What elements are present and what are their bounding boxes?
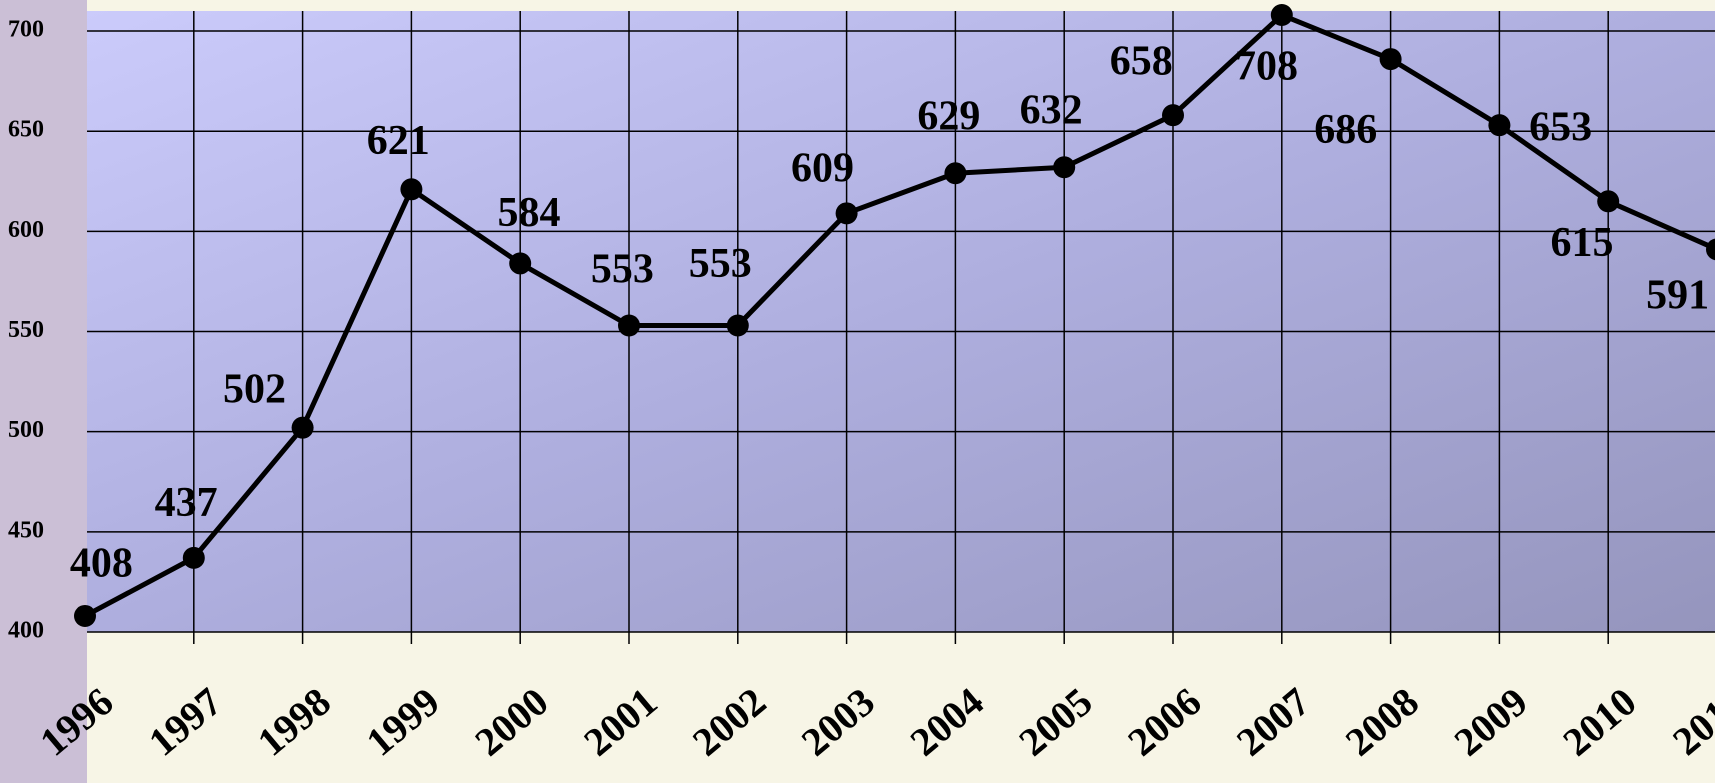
data-label: 584: [497, 190, 560, 236]
y-tick-label: 400: [8, 618, 44, 644]
x-tick-label: 2008: [1337, 679, 1427, 765]
point: [1597, 190, 1620, 213]
point: [509, 252, 532, 275]
data-label: 686: [1314, 107, 1377, 153]
x-tick-label: 2011: [1664, 679, 1715, 763]
x-tick-label: 1998: [249, 679, 339, 765]
line: [83, 12, 1715, 619]
point: [835, 202, 858, 225]
data-label: 553: [689, 241, 752, 287]
point: [1053, 156, 1076, 179]
y-tick-label: 550: [8, 317, 44, 343]
x-tick-label: 2009: [1446, 679, 1536, 765]
point: [400, 178, 423, 201]
x-tick-label: 1997: [140, 679, 230, 765]
x-tick-label: 2010: [1554, 679, 1644, 765]
data-label: 408: [70, 540, 133, 586]
x-tick-label: 2007: [1228, 679, 1318, 765]
point: [1162, 104, 1184, 127]
x-tick-label: 2004: [902, 679, 992, 765]
x-tick-label: 2000: [466, 679, 556, 765]
data-label: 653: [1529, 104, 1592, 150]
x-tick-label: 2005: [1010, 679, 1100, 765]
data-label: 621: [367, 118, 430, 164]
point: [618, 314, 640, 337]
x-tick-label: 2001: [575, 679, 665, 765]
y-tick-label: 500: [8, 417, 44, 443]
point: [726, 314, 749, 337]
plot-area: [87, 11, 1715, 632]
point: [1706, 238, 1715, 261]
data-label: 658: [1110, 38, 1173, 84]
point: [74, 604, 96, 627]
data-label: 632: [1020, 87, 1083, 133]
x-tick-label: 2006: [1119, 679, 1209, 765]
data-label: 609: [791, 145, 854, 191]
x-tick-label: 1999: [358, 679, 448, 765]
point: [944, 162, 967, 185]
data-label: 591: [1646, 272, 1709, 318]
data-label: 502: [223, 366, 286, 412]
x-tick-label: 2003: [793, 679, 883, 765]
data-label: 553: [591, 247, 654, 293]
x-tick-label: 2002: [684, 679, 774, 765]
point: [291, 416, 314, 439]
point: [1270, 4, 1293, 27]
y-tick-label: 600: [8, 217, 44, 243]
data-label: 708: [1235, 43, 1298, 89]
y-tick-label: 650: [8, 117, 44, 143]
data-label: 437: [155, 480, 218, 526]
point: [1379, 48, 1402, 71]
point: [182, 546, 205, 569]
data-label: 629: [917, 93, 980, 139]
point: [1488, 114, 1511, 137]
y-tick-label: 450: [8, 517, 44, 543]
left-strip: [0, 0, 87, 783]
data-label: 615: [1550, 220, 1613, 266]
y-tick-label: 700: [8, 17, 44, 43]
